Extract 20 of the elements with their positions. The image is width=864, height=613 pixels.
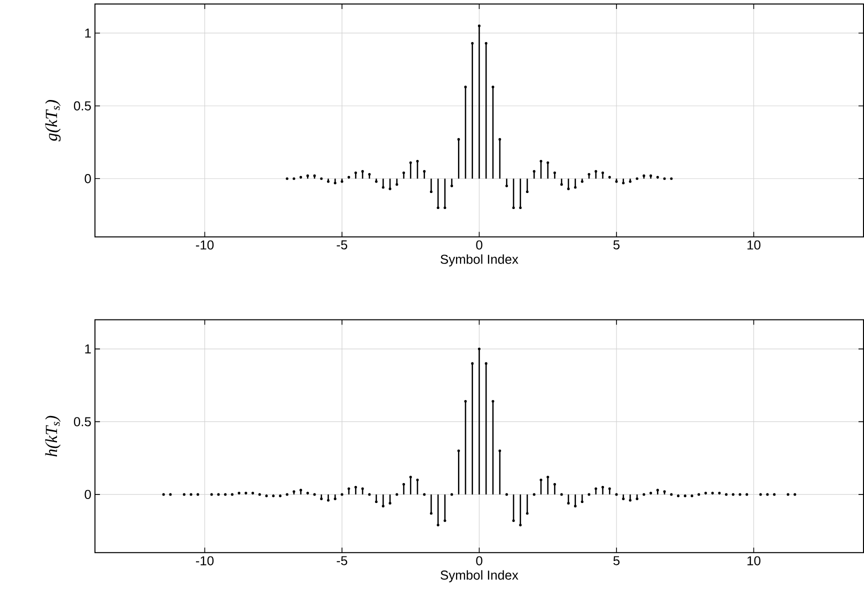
y-tick-label: 1 [85,344,91,354]
x-tick-label: 0 [476,240,482,250]
y-tick-label: 0 [84,490,91,500]
x-axis-title: Symbol Index [440,254,518,267]
x-tick-label: 5 [613,556,620,566]
y-tick-label: 1 [85,28,91,38]
y-axis-title: g(kT$_{s}$) [45,100,61,142]
x-tick-label: 0 [476,556,482,566]
x-axis-title: Symbol Index [440,570,518,582]
y-axis-title: h(kT$_{s}$) [45,416,61,457]
y-tick-label: 0 [84,174,91,184]
x-tick-label: 5 [613,240,620,250]
x-tick-label: -10 [196,240,214,250]
x-tick-label: 10 [748,240,760,250]
y-tick-label: 0.5 [74,417,91,426]
x-tick-label: 10 [748,556,760,566]
y-tick-label: 0.5 [74,101,91,111]
x-tick-label: -5 [336,556,348,566]
x-tick-label: -10 [196,556,214,566]
x-tick-label: -5 [336,240,348,250]
